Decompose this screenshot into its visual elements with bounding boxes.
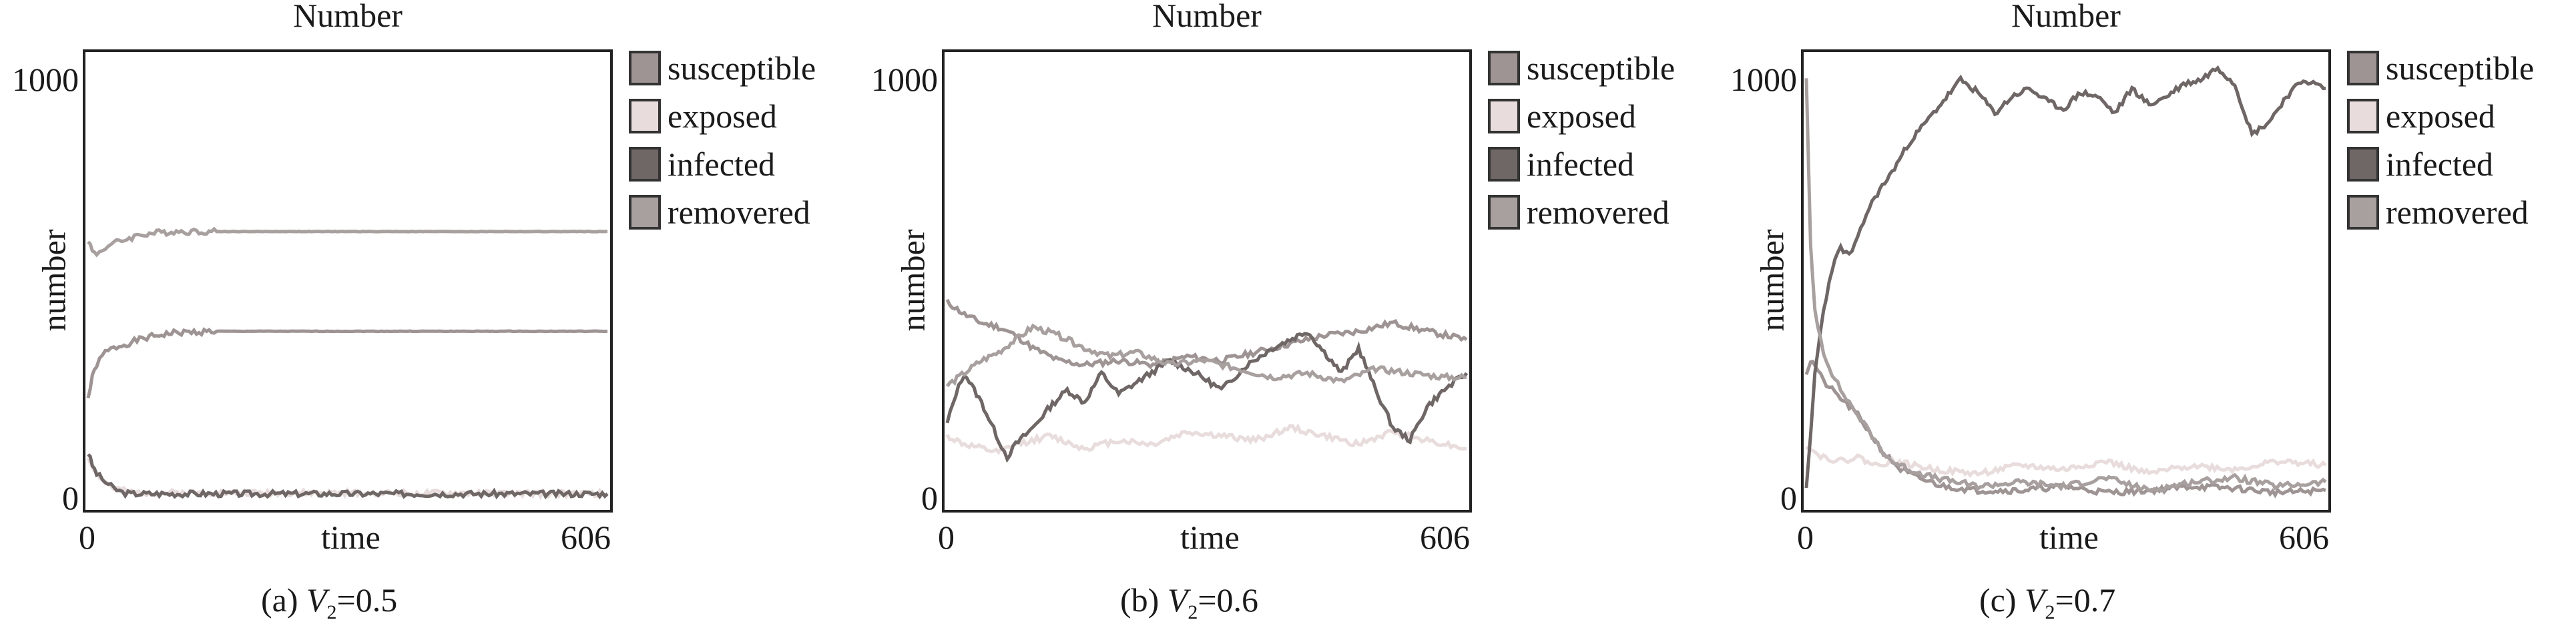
legend-label: infected bbox=[2386, 145, 2494, 183]
legend-item-exposed: exposed bbox=[629, 96, 777, 136]
legend-label: exposed bbox=[2386, 97, 2495, 135]
series-line-infected bbox=[945, 332, 1469, 463]
legend-item-infected: infected bbox=[2347, 144, 2493, 184]
legend-swatch bbox=[2347, 51, 2379, 85]
series-line-infected bbox=[1804, 65, 2326, 489]
legend-item-infected: infected bbox=[629, 144, 775, 184]
legend-swatch bbox=[1488, 51, 1520, 85]
series-line-removered bbox=[87, 226, 607, 258]
x-tick-label: 606 bbox=[1420, 519, 1470, 556]
series-line-susceptible bbox=[86, 327, 608, 398]
chart-panel-1: Number number 0 1000 0 606 time susceptible expo… bbox=[0, 0, 859, 632]
legend-label: removered bbox=[1527, 194, 1669, 231]
chart-title: Number bbox=[2011, 0, 2121, 34]
series-layer bbox=[945, 298, 1469, 463]
legend-swatch bbox=[2347, 195, 2379, 230]
legend-swatch bbox=[629, 147, 661, 182]
y-tick-label: 0 bbox=[1780, 479, 1797, 517]
legend-item-susceptible: susceptible bbox=[1488, 48, 1675, 88]
x-tick-label: 0 bbox=[1797, 519, 1814, 556]
series-line-exposed bbox=[945, 423, 1467, 455]
legend-item-removered: removered bbox=[1488, 192, 1669, 232]
plot-area bbox=[83, 49, 613, 513]
legend-label: infected bbox=[668, 145, 776, 183]
legend-item-susceptible: susceptible bbox=[629, 48, 816, 88]
legend-label: susceptible bbox=[2386, 49, 2535, 87]
legend-item-infected: infected bbox=[1488, 144, 1634, 184]
legend-label: susceptible bbox=[1527, 49, 1676, 87]
series-line-susceptible bbox=[1804, 359, 2326, 499]
x-tick-label: 0 bbox=[938, 519, 955, 556]
series-line-infected bbox=[87, 453, 609, 500]
legend-swatch bbox=[1488, 147, 1520, 182]
x-axis-label: time bbox=[1180, 519, 1240, 556]
legend-item-exposed: exposed bbox=[1488, 96, 1636, 136]
legend-item-exposed: exposed bbox=[2347, 96, 2495, 136]
legend-swatch bbox=[629, 99, 661, 133]
legend-label: exposed bbox=[668, 97, 777, 135]
legend-swatch bbox=[629, 195, 661, 230]
y-tick-label: 0 bbox=[921, 479, 938, 517]
series-layer bbox=[86, 226, 609, 501]
legend-item-susceptible: susceptible bbox=[2347, 48, 2534, 88]
x-tick-label: 606 bbox=[561, 519, 611, 556]
series-line-removered bbox=[1804, 78, 2327, 493]
panel-caption: (c) V2=0.7 bbox=[1979, 581, 2116, 623]
y-tick-label: 1000 bbox=[12, 60, 79, 98]
x-tick-label: 606 bbox=[2279, 519, 2329, 556]
legend-label: removered bbox=[668, 194, 810, 231]
chart-panel-3: Number number 0 1000 0 606 time susceptible expo… bbox=[1718, 0, 2576, 632]
y-tick-label: 1000 bbox=[871, 60, 938, 98]
legend-item-removered: removered bbox=[629, 192, 810, 232]
series-line-removered bbox=[945, 323, 1467, 388]
series-line-susceptible bbox=[945, 298, 1468, 370]
legend-item-removered: removered bbox=[2347, 192, 2529, 232]
y-tick-label: 1000 bbox=[1730, 60, 1797, 98]
chart-title: Number bbox=[293, 0, 403, 34]
x-axis-label: time bbox=[2039, 519, 2099, 556]
legend-swatch bbox=[1488, 195, 1520, 230]
y-tick-label: 0 bbox=[62, 479, 79, 517]
legend-label: removered bbox=[2386, 194, 2529, 231]
legend-swatch bbox=[2347, 147, 2379, 182]
legend-label: infected bbox=[1527, 145, 1635, 183]
chart-panel-2: Number number 0 1000 0 606 time susceptible expo… bbox=[859, 0, 1718, 632]
panel-caption: (b) V2=0.6 bbox=[1120, 581, 1259, 623]
series-line-exposed bbox=[1805, 445, 2327, 479]
panel-caption: (a) V2=0.5 bbox=[261, 581, 398, 623]
legend-label: exposed bbox=[1527, 97, 1636, 135]
plot-area bbox=[1801, 49, 2331, 513]
chart-title: Number bbox=[1152, 0, 1262, 34]
series-layer bbox=[1804, 65, 2327, 499]
legend-swatch bbox=[629, 51, 661, 85]
x-tick-label: 0 bbox=[79, 519, 95, 556]
legend-swatch bbox=[2347, 99, 2379, 133]
x-axis-label: time bbox=[321, 519, 380, 556]
legend-swatch bbox=[1488, 99, 1520, 133]
legend-label: susceptible bbox=[668, 49, 816, 87]
